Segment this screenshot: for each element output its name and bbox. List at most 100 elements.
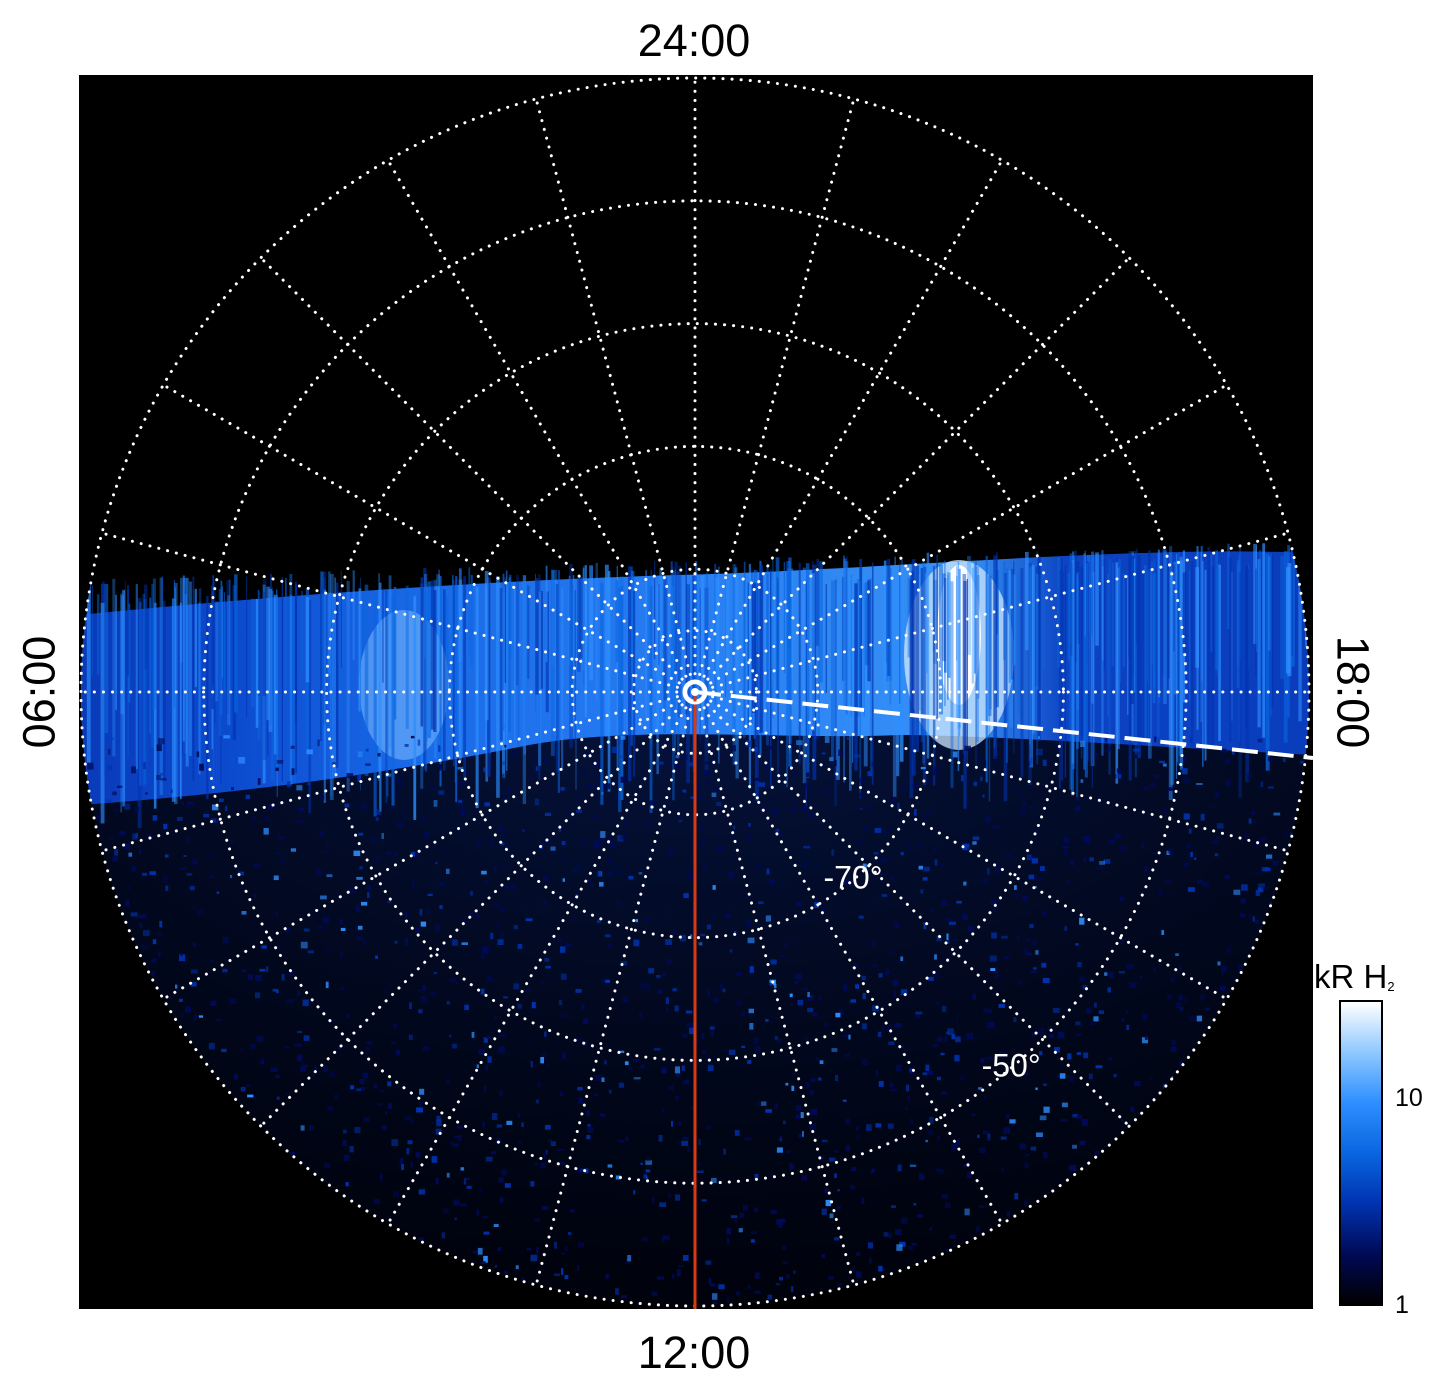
noise-speckle: [783, 1120, 786, 1125]
noise-speckle: [941, 1194, 948, 1199]
noise-speckle: [435, 924, 440, 931]
noise-speckle: [512, 750, 518, 756]
noise-speckle: [804, 782, 811, 789]
noise-speckle: [832, 909, 836, 913]
noise-speckle: [1024, 1199, 1028, 1206]
band-streak: [152, 578, 156, 710]
noise-speckle: [1079, 917, 1085, 925]
noise-speckle: [191, 969, 198, 974]
band-streak: [802, 567, 806, 784]
noise-speckle: [1094, 1002, 1097, 1008]
band-streak: [579, 576, 583, 659]
noise-speckle: [290, 745, 295, 749]
noise-speckle: [699, 825, 704, 830]
noise-speckle: [494, 1265, 498, 1268]
noise-speckle: [935, 1168, 941, 1171]
noise-speckle: [421, 817, 425, 823]
noise-speckle: [530, 1061, 533, 1068]
noise-speckle: [743, 1204, 749, 1211]
noise-speckle: [127, 885, 130, 891]
noise-speckle: [915, 1011, 923, 1015]
noise-speckle: [742, 1011, 746, 1017]
noise-speckle: [1221, 972, 1224, 977]
noise-speckle: [1129, 982, 1137, 988]
band-streak: [628, 566, 632, 782]
noise-speckle: [765, 1019, 769, 1022]
noise-speckle: [1009, 1119, 1016, 1124]
noise-speckle: [409, 1119, 414, 1124]
noise-speckle: [577, 796, 581, 800]
noise-speckle: [731, 745, 737, 752]
band-streak: [939, 564, 943, 715]
noise-speckle: [976, 1226, 980, 1233]
band-streak: [223, 592, 226, 692]
noise-speckle: [1190, 852, 1193, 857]
noise-speckle: [230, 875, 233, 879]
band-streak: [1070, 562, 1073, 656]
band-streak: [1111, 562, 1114, 667]
noise-speckle: [471, 1031, 475, 1038]
noise-speckle: [1020, 793, 1024, 797]
band-streak: [522, 575, 526, 804]
pole-marker-ring: [682, 679, 708, 705]
noise-speckle: [711, 914, 715, 920]
band-streak: [436, 574, 440, 680]
noise-speckle: [137, 915, 145, 919]
noise-speckle: [149, 871, 157, 876]
band-streak: [458, 579, 463, 663]
noise-speckle: [733, 1015, 736, 1018]
noise-speckle: [379, 1089, 384, 1092]
noise-speckle: [954, 1054, 960, 1062]
noise-speckle: [484, 802, 490, 807]
band-streak: [1245, 568, 1250, 782]
noise-speckle: [1030, 1146, 1037, 1151]
noise-speckle: [186, 873, 193, 876]
noise-speckle: [739, 1212, 745, 1218]
noise-speckle: [690, 796, 696, 799]
noise-speckle: [697, 794, 702, 799]
noise-speckle: [526, 909, 530, 912]
noise-speckle: [899, 1241, 906, 1247]
noise-speckle: [541, 982, 545, 984]
band-streak: [854, 583, 858, 771]
noise-speckle: [460, 804, 465, 809]
noise-speckle: [809, 1124, 816, 1131]
noise-speckle: [543, 1152, 547, 1159]
noise-speckle: [216, 891, 220, 894]
latitude-circle: [632, 629, 758, 755]
band-streak: [748, 563, 751, 789]
noise-speckle: [357, 775, 361, 783]
noise-speckle: [936, 935, 942, 942]
latitude-circle: [570, 567, 820, 817]
noise-speckle: [706, 1124, 711, 1130]
noise-speckle: [605, 979, 610, 983]
noise-speckle: [682, 754, 688, 760]
band-streak: [503, 586, 505, 725]
noise-speckle: [1132, 754, 1138, 759]
noise-speckle: [900, 851, 904, 856]
band-streak: [142, 593, 145, 786]
noise-speckle: [864, 826, 869, 830]
noise-speckle: [1014, 885, 1017, 890]
band-streak: [358, 588, 362, 712]
noise-speckle: [373, 1199, 381, 1205]
noise-speckle: [797, 999, 804, 1006]
noise-speckle: [431, 1121, 434, 1124]
noise-speckle: [640, 1162, 643, 1165]
noise-speckle: [686, 1022, 693, 1028]
noise-speckle: [672, 929, 676, 935]
band-streak: [976, 575, 980, 699]
noise-speckle: [1006, 1211, 1011, 1217]
band-streak: [1270, 555, 1274, 708]
noise-speckle: [1284, 833, 1288, 837]
noise-speckle: [707, 1065, 714, 1071]
noise-speckle: [697, 1161, 701, 1167]
noise-speckle: [1261, 886, 1268, 890]
noise-speckle: [682, 1033, 688, 1038]
noise-speckle: [486, 974, 491, 978]
band-streak: [1148, 550, 1151, 740]
noise-speckle: [774, 1036, 778, 1040]
noise-speckle: [682, 789, 687, 793]
noise-speckle: [744, 1137, 752, 1141]
band-streak: [198, 588, 202, 770]
